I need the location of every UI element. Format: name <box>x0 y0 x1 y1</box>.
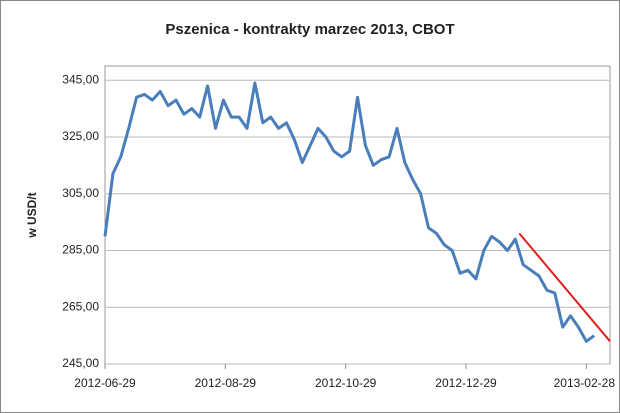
trend-line <box>518 232 611 342</box>
x-tick-label: 2012-08-29 <box>195 376 257 390</box>
x-tick-label: 2012-06-29 <box>74 376 136 390</box>
y-tick-label: 245,00 <box>62 356 99 370</box>
x-tick-label: 2013-02-28 <box>554 376 616 390</box>
y-tick-label: 345,00 <box>62 72 99 86</box>
chart-title: Pszenica - kontrakty marzec 2013, CBOT <box>165 21 454 38</box>
y-tick-label: 325,00 <box>62 129 99 143</box>
y-tick-label: 305,00 <box>62 186 99 200</box>
y-tick-label: 265,00 <box>62 299 99 313</box>
x-tick-label: 2012-12-29 <box>435 376 497 390</box>
plot-area <box>104 65 611 365</box>
y-axis-label: w USD/t <box>25 192 39 238</box>
price-line <box>103 81 596 343</box>
y-tick-label: 285,00 <box>62 243 99 257</box>
x-tick-label: 2012-10-29 <box>315 376 377 390</box>
